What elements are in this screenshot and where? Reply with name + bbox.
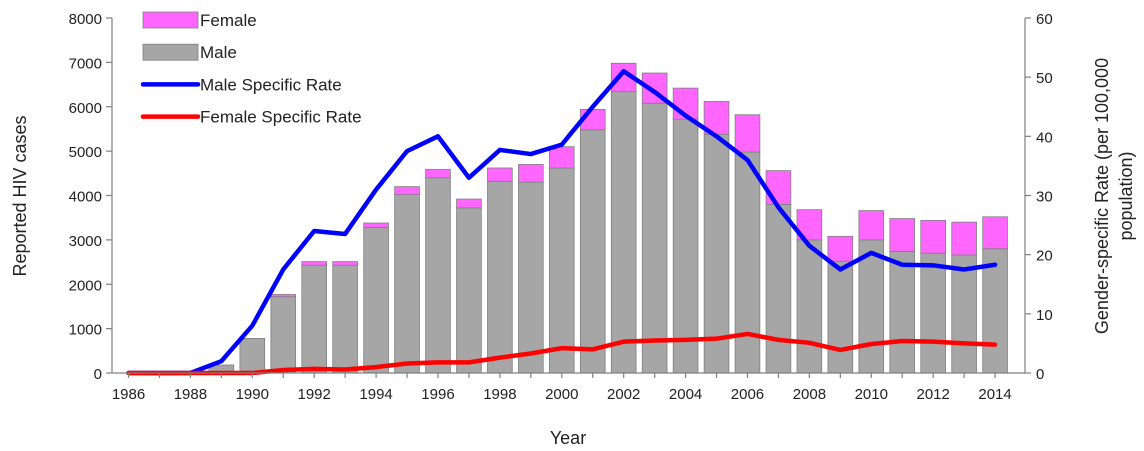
bar-male-1995 [394,194,420,374]
x-tick-label: 2014 [978,386,1011,403]
y-tick-label: 2000 [69,277,102,294]
bar-male-1996 [425,177,451,374]
bar-male-2006 [734,151,761,374]
x-tick-label: 1994 [359,386,392,403]
y2-tick-label: 10 [1036,307,1053,324]
bar-male-2001 [579,129,606,374]
bar-female-1992 [301,261,327,266]
bar-male-2013 [951,254,977,374]
y-tick-label: 7000 [69,55,102,72]
bar-female-1996 [425,168,451,179]
y-tick-label: 0 [94,366,102,383]
x-tick-label: 1998 [483,386,516,403]
x-tick-label: 2012 [916,386,949,403]
bar-male-2007 [765,203,792,374]
y2-tick-label: 50 [1036,70,1053,87]
legend-swatch-female [142,11,199,29]
x-tick-label: 2000 [545,386,578,403]
legend-swatch-male [142,43,199,61]
x-tick-label: 2006 [731,386,764,403]
legend-label-male: Male [200,43,237,62]
bar-female-2012 [920,219,946,254]
bar-male-1998 [487,180,513,374]
y-tick-label: 3000 [69,233,102,250]
bar-male-2000 [549,167,575,374]
bar-male-1997 [456,207,482,374]
bar-female-1994 [363,222,389,228]
x-tick-label: 2008 [793,386,826,403]
x-tick-label: 1986 [112,386,145,403]
legend-label-male-specific-rate: Male Specific Rate [200,75,342,94]
y2-tick-label: 40 [1036,129,1053,146]
line-female-specific-rate [126,331,998,376]
bar-male-2008 [796,239,823,374]
y-tick-label: 5000 [69,144,102,161]
bar-female-2009 [827,235,854,262]
y2-axis-title-line1: Gender-specific Rate (per 100,000 [1092,58,1112,334]
x-tick-label: 1992 [298,386,331,403]
ticks-layer: 0 1000 2000 3000 4000 5000 6000 7000 8000 0 10 20 30… [69,11,1053,403]
bar-male-1990 [239,337,266,374]
bar-female-2011 [889,218,916,252]
bar-male-2002 [610,91,637,374]
x-tick-label: 2010 [855,386,888,403]
bar-male-2014 [982,248,1008,374]
y-tick-label: 4000 [69,189,102,206]
y2-tick-label: 0 [1036,366,1044,383]
legend-label-female: Female [200,11,257,30]
y-tick-label: 8000 [69,11,102,28]
bar-male-1992 [301,264,327,374]
bar-male-1999 [518,181,544,374]
bar-male-1991 [270,296,297,374]
bar-female-2010 [858,210,885,241]
y2-axis-title-line2: population) [1116,151,1136,240]
x-tick-label: 2004 [669,386,702,403]
bar-female-1998 [487,167,513,182]
bar-female-2013 [951,221,977,256]
y2-tick-label: 20 [1036,248,1053,265]
bar-male-2012 [920,252,946,374]
bar-female-1995 [394,186,420,196]
bar-female-1999 [518,164,544,183]
lines-layer [126,69,998,376]
bar-female-1991 [270,294,297,298]
bar-female-2007 [765,170,792,205]
bar-female-1997 [456,198,482,209]
line-male-specific-rate [126,69,998,376]
y2-tick-label: 30 [1036,189,1053,206]
y-axis-title: Reported HIV cases [10,115,30,276]
x-tick-label: 1996 [421,386,454,403]
bar-male-2009 [827,260,854,374]
y-tick-label: 6000 [69,100,102,117]
bar-male-1994 [363,227,389,374]
legend-label-female-specific-rate: Female Specific Rate [200,108,362,127]
bar-female-1993 [332,261,358,266]
bar-female-2000 [549,146,575,169]
legend: Female Male Male Specific Rate Female Speci… [140,11,362,127]
y-tick-label: 1000 [69,322,102,339]
bar-male-1993 [332,264,358,374]
bars-layer [177,62,1008,374]
x-tick-label: 1990 [236,386,269,403]
bar-female-2006 [734,114,761,153]
bar-male-2011 [889,251,916,374]
bar-male-2003 [641,102,668,374]
x-tick-label: 2002 [607,386,640,403]
bar-male-2004 [672,118,699,374]
x-axis-title: Year [550,428,586,448]
x-tick-label: 1988 [174,386,207,403]
y2-tick-label: 60 [1036,11,1053,28]
bar-female-2014 [982,216,1008,250]
